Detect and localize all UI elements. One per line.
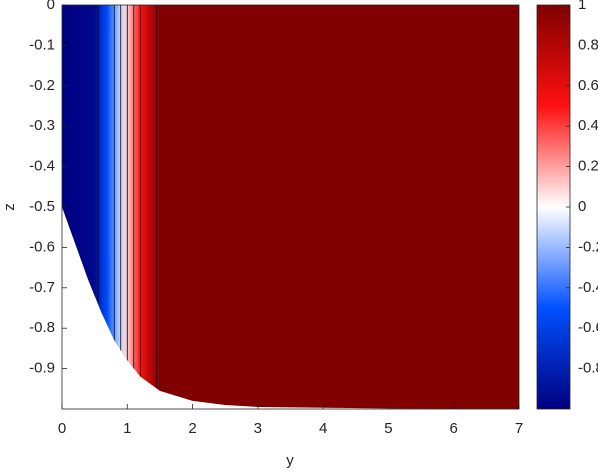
x-tick-label: 4: [319, 420, 327, 437]
x-tick-label: 3: [254, 420, 262, 437]
y-tick-label: -0.1: [29, 36, 55, 53]
colorbar-tick-label: 0.2: [578, 158, 598, 175]
x-tick-label: 7: [515, 420, 523, 437]
y-tick-label: -0.2: [29, 77, 55, 94]
colorbar-tick-label: 0.4: [578, 117, 598, 134]
y-tick-label: -0.9: [29, 360, 55, 377]
field-slice: [146, 5, 154, 409]
x-tick-label: 5: [384, 420, 392, 437]
y-tick-label: -0.6: [29, 238, 55, 255]
colorbar-tick-label: -0.8: [578, 360, 598, 377]
x-tick-label: 0: [58, 420, 66, 437]
field-slice: [126, 5, 135, 409]
field-slice: [120, 5, 128, 409]
field-slice: [140, 5, 148, 409]
colorbar-tick-label: -0.6: [578, 319, 598, 336]
y-tick-label: -0.7: [29, 279, 55, 296]
plot-area: [62, 5, 519, 409]
y-tick-label: -0.3: [29, 117, 55, 134]
colorbar-tick-label: 1: [578, 0, 586, 13]
x-tick-label: 6: [450, 420, 458, 437]
x-tick-label: 2: [188, 420, 196, 437]
colorbar-tick-label: 0.8: [578, 36, 598, 53]
domain-boundary: [62, 207, 434, 409]
x-tick-label: 1: [123, 420, 131, 437]
field-slice: [100, 5, 108, 409]
y-axis-label: z: [1, 203, 18, 211]
y-tick-label: -0.8: [29, 319, 55, 336]
field-slice: [133, 5, 141, 409]
field-slice: [159, 5, 519, 409]
field-slice: [113, 5, 122, 409]
colorbar-tick-label: -0.2: [578, 238, 598, 255]
colorbar: [536, 4, 571, 410]
y-tick-label: -0.4: [29, 158, 55, 175]
field-slice: [107, 5, 115, 409]
colorbar-tick-label: 0: [578, 198, 586, 215]
y-tick-label: -0.5: [29, 198, 55, 215]
x-axis-label: y: [286, 452, 294, 469]
y-tick-label: 0: [47, 0, 55, 13]
colorbar-tick-label: 0.6: [578, 77, 598, 94]
colorbar-tick-label: -0.4: [578, 279, 598, 296]
